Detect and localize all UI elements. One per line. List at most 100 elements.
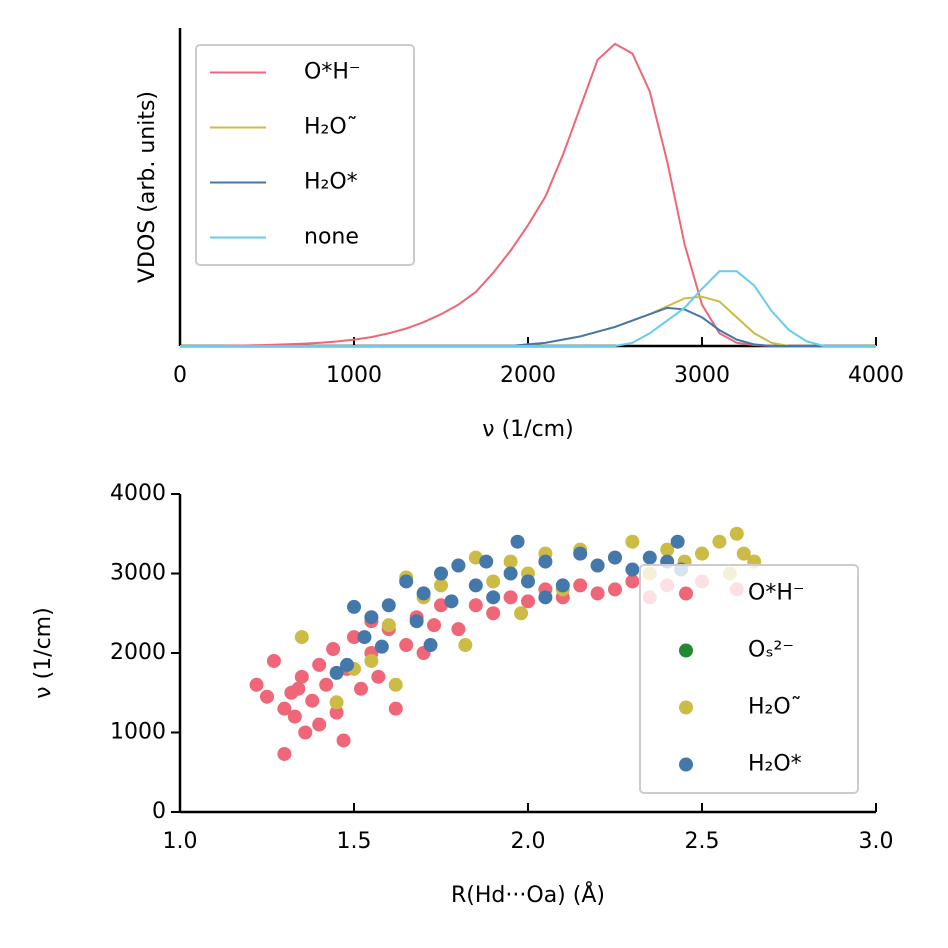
scatter-point bbox=[294, 669, 309, 684]
scatter-point bbox=[538, 554, 553, 569]
x-tick-label: 0 bbox=[173, 363, 187, 388]
scatter-point bbox=[695, 546, 709, 561]
legend-label: H₂O˜ bbox=[748, 695, 802, 720]
scatter-point bbox=[388, 701, 403, 716]
scatter-point bbox=[434, 578, 448, 593]
scatter-point bbox=[326, 642, 341, 657]
legend-box bbox=[639, 564, 859, 794]
scatter-point bbox=[371, 669, 386, 684]
scatter-point bbox=[364, 610, 379, 625]
x-tick-label: 3.0 bbox=[859, 829, 894, 854]
scatter-point bbox=[521, 574, 535, 589]
scatter-point bbox=[625, 562, 640, 577]
scatter-point bbox=[312, 657, 327, 672]
scatter-point bbox=[399, 638, 414, 653]
x-tick-label: 4000 bbox=[848, 363, 904, 388]
legend-label: Oₛ²⁻ bbox=[748, 638, 794, 663]
scatter-point bbox=[451, 558, 466, 573]
scatter-point bbox=[399, 574, 414, 589]
scatter-point bbox=[458, 638, 473, 653]
legend-label: H₂O* bbox=[304, 170, 358, 195]
scatter-point bbox=[625, 534, 640, 549]
scatter-point bbox=[608, 550, 622, 565]
legend-swatch bbox=[679, 757, 693, 772]
scatter-point bbox=[347, 599, 361, 614]
scatter-point bbox=[729, 526, 744, 541]
legend-box bbox=[195, 44, 415, 266]
scatter-point bbox=[503, 554, 518, 569]
legend-swatch bbox=[679, 700, 693, 715]
x-tick-label: 2.0 bbox=[511, 829, 546, 854]
legend-label: O*H⁻ bbox=[304, 60, 360, 85]
scatter-point bbox=[427, 618, 442, 633]
line-series bbox=[180, 270, 876, 347]
scatter-point bbox=[608, 582, 622, 597]
scatter-point bbox=[291, 681, 306, 696]
scatter-point bbox=[451, 622, 466, 637]
scatter-point bbox=[660, 542, 675, 557]
scatter-point bbox=[409, 614, 424, 629]
y-axis-label: VDOS (arb. units) bbox=[135, 91, 160, 283]
scatter-point bbox=[277, 746, 292, 761]
y-tick-label: 0 bbox=[152, 799, 166, 824]
legend-label: H₂O˜ bbox=[304, 115, 358, 140]
scatter-point bbox=[514, 606, 529, 621]
y-tick-label: 1000 bbox=[110, 720, 166, 745]
scatter-point bbox=[319, 677, 334, 692]
x-tick-label: 2000 bbox=[500, 363, 556, 388]
x-axis-label: R(Hd···Oa) (Å) bbox=[451, 881, 605, 908]
scatter-point bbox=[468, 598, 483, 613]
scatter-point bbox=[336, 733, 351, 748]
scatter-point bbox=[486, 574, 501, 589]
scatter-point bbox=[287, 709, 302, 724]
scatter-point bbox=[573, 578, 588, 593]
x-tick-label: 3000 bbox=[674, 363, 730, 388]
legend-label: O*H⁻ bbox=[748, 581, 804, 606]
y-tick-label: 3000 bbox=[110, 561, 166, 586]
scatter-point bbox=[670, 534, 685, 549]
scatter-point bbox=[381, 598, 396, 613]
scatter-point bbox=[388, 677, 403, 692]
scatter-point bbox=[444, 594, 459, 609]
scatter-point bbox=[423, 638, 438, 653]
scatter-point bbox=[374, 639, 389, 654]
scatter-point bbox=[479, 554, 494, 569]
scatter-point bbox=[625, 574, 640, 589]
scatter-point bbox=[712, 534, 727, 549]
x-tick-label: 1000 bbox=[326, 363, 382, 388]
x-axis-label: ν (1/cm) bbox=[482, 417, 573, 442]
scatter-point bbox=[277, 701, 292, 716]
scatter-point bbox=[590, 586, 605, 601]
scatter-point bbox=[503, 590, 518, 605]
y-tick-label: 2000 bbox=[110, 640, 166, 665]
scatter-point bbox=[510, 534, 525, 549]
scatter-point bbox=[364, 653, 379, 668]
scatter-point bbox=[340, 657, 355, 672]
scatter-point bbox=[312, 717, 327, 732]
legend-label: none bbox=[304, 225, 359, 250]
scatter-point bbox=[736, 546, 751, 561]
scatter-point bbox=[573, 546, 588, 561]
scatter-point bbox=[468, 578, 483, 593]
scatter-point bbox=[260, 689, 274, 704]
y-axis-label: ν (1/cm) bbox=[31, 607, 56, 698]
scatter-point bbox=[486, 606, 501, 621]
scatter-point bbox=[329, 705, 344, 720]
scatter-point bbox=[416, 586, 431, 601]
legend-swatch bbox=[679, 643, 693, 658]
scatter-point bbox=[381, 618, 396, 633]
x-tick-label: 1.5 bbox=[337, 829, 372, 854]
scatter-point bbox=[486, 590, 501, 605]
scatter-point bbox=[503, 566, 518, 581]
scatter-point bbox=[298, 725, 313, 740]
x-tick-label: 2.5 bbox=[685, 829, 720, 854]
scatter-point bbox=[521, 594, 535, 609]
scatter-point bbox=[329, 695, 344, 710]
scatter-point bbox=[555, 578, 570, 593]
x-tick-label: 1.0 bbox=[163, 829, 198, 854]
scatter-point bbox=[590, 558, 605, 573]
legend-swatch bbox=[679, 586, 693, 601]
scatter-point bbox=[353, 681, 368, 696]
scatter-point bbox=[538, 590, 553, 605]
